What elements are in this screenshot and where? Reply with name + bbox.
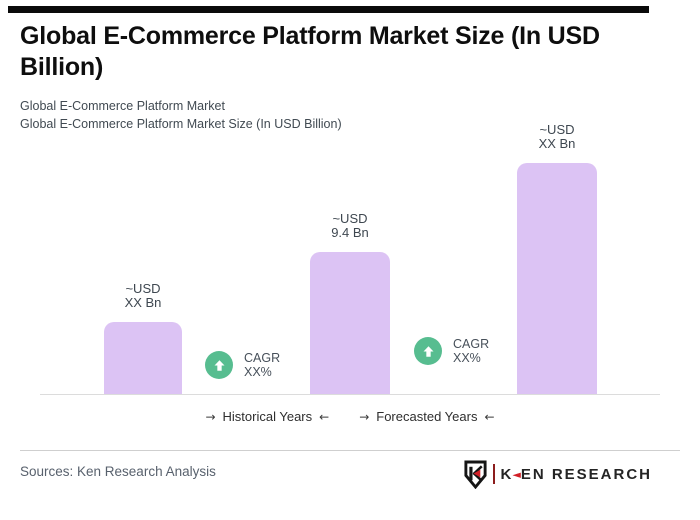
bar-value-label: ~USD 9.4 Bn — [290, 212, 410, 240]
ken-research-shield-icon — [463, 460, 487, 489]
right-arrow-icon: → — [205, 409, 216, 424]
annotation-text: Forecasted Years — [376, 409, 478, 424]
up-arrow-icon — [423, 345, 433, 357]
logo-letter-k: K — [500, 465, 514, 483]
bar-value-label: ~USD XX Bn — [497, 123, 617, 151]
sources-text: Sources: Ken Research Analysis — [20, 464, 216, 479]
subtitle-line-1: Global E-Commerce Platform Market — [20, 99, 225, 113]
cagr-value: XX% — [244, 365, 272, 379]
up-arrow-icon — [214, 359, 224, 371]
bar-mid — [310, 252, 390, 394]
cagr-word: CAGR — [244, 351, 281, 365]
bar-value-line1: ~USD — [125, 281, 161, 296]
growth-circle — [414, 337, 442, 365]
left-arrow-icon: ← — [484, 409, 495, 424]
bar-forecast — [517, 163, 597, 394]
cagr-badge: CAGR XX% — [414, 337, 489, 365]
forecasted-years-annotation: → Forecasted Years ← — [359, 409, 494, 424]
bar-value-line1: ~USD — [539, 122, 575, 137]
bar-value-line2: 9.4 Bn — [331, 225, 369, 240]
historical-years-annotation: → Historical Years ← — [205, 409, 329, 424]
cagr-badge: CAGR XX% — [205, 351, 280, 379]
logo-wordmark: K◄EN RESEARCH — [501, 466, 653, 482]
right-arrow-icon: → — [359, 409, 370, 424]
logo-divider — [492, 464, 495, 484]
left-arrow-icon: ← — [319, 409, 330, 424]
bar-value-line1: ~USD — [332, 211, 368, 226]
bar-value-label: ~USD XX Bn — [83, 282, 203, 310]
axis-annotations: → Historical Years ← → Forecasted Years … — [0, 409, 700, 424]
bar-historical — [104, 322, 182, 394]
cagr-value: XX% — [453, 351, 481, 365]
logo-red-triangle-icon: ◄ — [512, 467, 521, 481]
cagr-label: CAGR XX% — [453, 337, 489, 365]
ken-research-logo: K◄EN RESEARCH — [463, 459, 653, 489]
x-axis-line — [40, 394, 660, 395]
bar-value-line2: XX Bn — [124, 295, 162, 310]
chart-subtitle: Global E-Commerce Platform Market Global… — [20, 97, 580, 133]
cagr-label: CAGR XX% — [244, 351, 280, 379]
subtitle-line-2: Global E-Commerce Platform Market Size (… — [20, 117, 342, 131]
bar-value-line2: XX Bn — [538, 136, 576, 151]
page-title: Global E-Commerce Platform Market Size (… — [20, 22, 600, 81]
logo-rest-text: EN RESEARCH — [520, 465, 652, 483]
cagr-word: CAGR — [453, 337, 490, 351]
annotation-text: Historical Years — [222, 409, 313, 424]
top-divider-bar — [8, 6, 649, 13]
growth-circle — [205, 351, 233, 379]
footer-divider — [20, 450, 680, 451]
